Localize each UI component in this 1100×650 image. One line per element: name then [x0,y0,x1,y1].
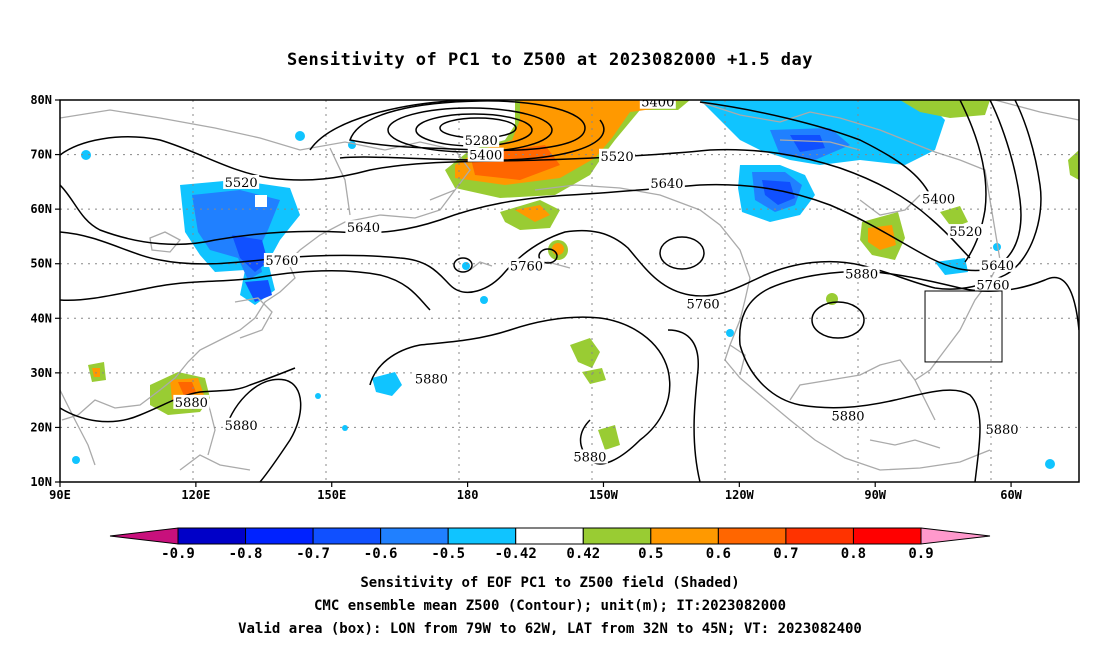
lon-tick-label: 150E [317,488,346,502]
lat-tick-label: 70N [30,148,52,162]
longitude-ticks: 90E 120E 150E 180 150W 120W 90W 60W [49,482,1023,502]
colorbar-min-triangle [109,527,179,545]
latitude-ticks: 80N 70N 60N 50N 40N 30N 20N 10N [30,93,60,489]
contour-label-bg [984,422,1021,437]
contour-label: 5520 [601,150,634,165]
contour-label-bg [345,220,382,235]
colorbar-max-triangle [920,527,991,545]
contour-label-bg [508,258,545,273]
contour-label: 5760 [510,259,543,274]
colorbar-swatch [785,527,854,545]
lat-tick-label: 60N [30,202,52,216]
contour-label: 5880 [831,410,864,425]
caption-line-1: Sensitivity of EOF PC1 to Z500 field (Sh… [360,575,740,591]
contour-label-bg [947,224,984,239]
contour-label: 5640 [981,259,1014,274]
map-title: Sensitivity of PC1 to Z500 at 2023082000… [286,50,813,70]
contour-label-bg [979,257,1016,272]
colorbar-swatch [312,527,382,545]
contour-label: 5880 [415,372,448,387]
contour-label-bg [413,371,450,386]
contour-label-bg [648,176,685,191]
colorbar-swatch [852,527,922,545]
contour-label-bg [223,417,260,432]
contour-label: 5760 [687,298,720,313]
contour-label: 5280 [465,134,498,149]
contour-label: 5400 [641,96,674,111]
lat-tick-label: 40N [30,311,52,325]
lat-tick-label: 10N [30,475,52,489]
colorbar-swatch [717,527,787,545]
caption-line-3: Valid area (box): LON from 79W to 62W, L… [238,621,862,637]
colorbar-swatch [515,527,584,545]
lon-tick-label: 120E [181,488,210,502]
colorbar-label: 0.7 [773,546,798,562]
lon-tick-label: 90E [49,488,71,502]
contour-label: 5880 [175,396,208,411]
contour-label-bg [830,408,867,423]
colorbar-label: -0.7 [296,546,330,562]
contour-label-bg [639,100,676,109]
valid-area-box [924,290,1003,363]
lon-tick-label: 90W [864,488,886,502]
contour-label: 5760 [265,254,298,269]
contour-label-bg [843,266,880,281]
lat-tick-label: 30N [30,366,52,380]
contour-label-bg [467,147,504,162]
colorbar-swatch [447,527,517,545]
colorbar-label: 0.5 [638,546,663,562]
contour-label: 5640 [650,177,683,192]
contour-label: 5760 [976,279,1009,294]
colorbar-swatch [177,527,247,545]
contour-label-bg [920,191,957,206]
colorbar-label: -0.5 [431,546,465,562]
colorbar-label: 0.6 [706,546,731,562]
colorbar-label: 0.9 [908,546,933,562]
contour-labels: 5400528054005520552056405400552056405640… [173,96,1021,465]
lon-tick-label: 180 [457,488,479,502]
colorbar-swatch [650,527,719,545]
contour-label: 5520 [949,225,982,240]
contour-label: 5880 [845,268,878,283]
contour-label-bg [223,174,260,189]
contour-label: 5400 [469,149,502,164]
lon-tick-label: 150W [589,488,619,502]
colorbar-label: -0.8 [229,546,263,562]
lat-tick-label: 80N [30,93,52,107]
lat-tick-label: 50N [30,257,52,271]
contour-label: 5880 [225,419,258,434]
lon-tick-label: 60W [1000,488,1022,502]
colorbar-swatch [380,527,449,545]
caption-line-2: CMC ensemble mean Z500 (Contour); unit(m… [313,598,786,614]
colorbar-label: -0.9 [161,546,195,562]
contour-label-bg [599,148,636,163]
contour-label: 5880 [985,423,1018,438]
contour-label: 5880 [573,450,606,465]
contour-label: 5640 [347,221,380,236]
colorbar-label: 0.42 [566,546,600,562]
colorbar: -0.9 -0.8 -0.7 -0.6 -0.5 -0.42 0.42 0.5 0.6 0.7 0.… [109,527,991,562]
contour-label-bg [173,394,210,409]
contour-label: 5400 [922,192,955,207]
map-frame [59,99,1080,483]
contour-label: 5520 [225,176,258,191]
colorbar-swatch [582,527,652,545]
contour-label-bg [463,132,500,147]
colorbar-label: -0.6 [364,546,398,562]
colorbar-label: -0.42 [495,546,537,562]
lat-tick-label: 20N [30,420,52,434]
contour-label-bg [685,296,722,311]
colorbar-label: 0.8 [841,546,866,562]
contour-label-bg [263,252,300,267]
contour-label-bg [974,277,1011,292]
lon-tick-label: 120W [725,488,755,502]
colorbar-swatch [245,527,314,545]
contour-label-bg [571,449,608,464]
